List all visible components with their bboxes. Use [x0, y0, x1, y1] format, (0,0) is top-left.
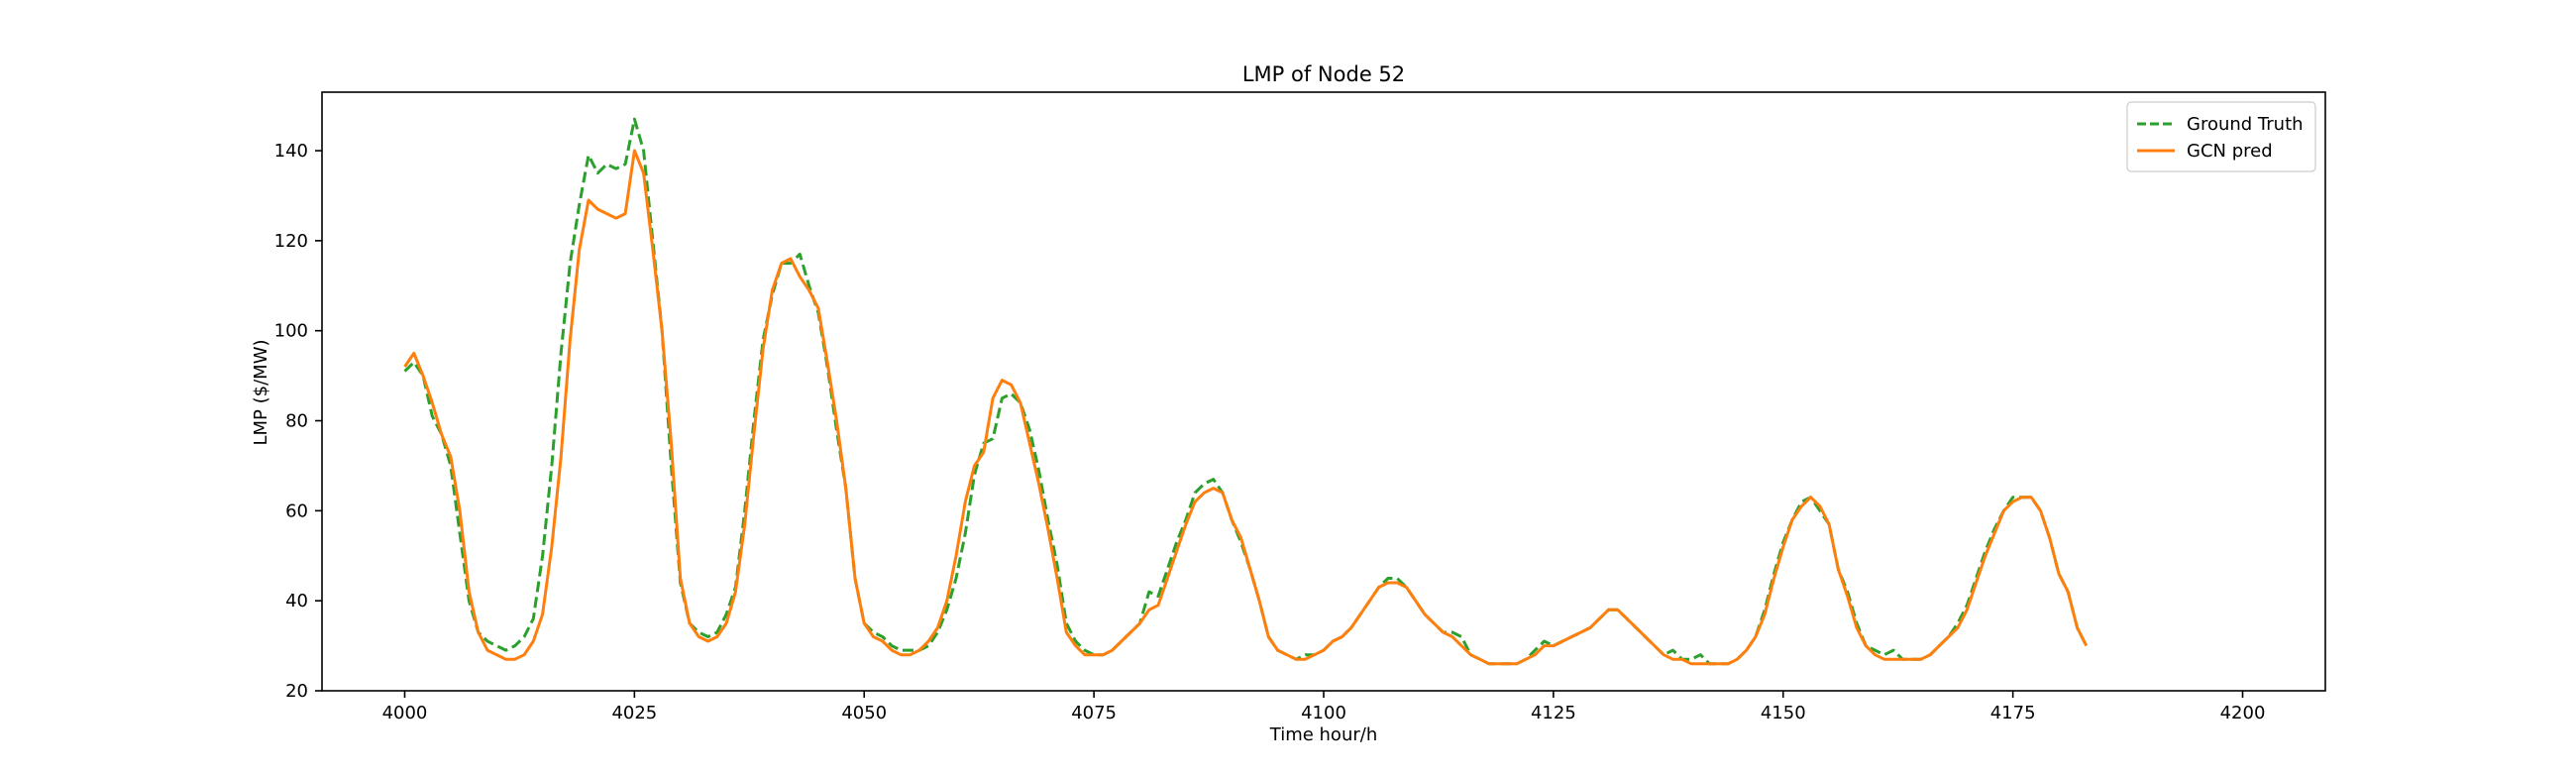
x-tick-label: 4000: [382, 703, 428, 723]
y-tick-label: 60: [285, 500, 308, 521]
y-tick-label: 20: [285, 681, 308, 702]
legend-label: GCN pred: [2187, 141, 2273, 162]
x-tick-label: 4125: [1531, 703, 1576, 723]
legend-box: [2126, 101, 2316, 172]
x-tick-label: 4100: [1301, 703, 1346, 723]
y-tick-label: 120: [274, 231, 308, 252]
legend-label: Ground Truth: [2187, 114, 2304, 135]
axes: 4000 4025 4050 4075 4100 4125 4150 4175 4200 20 40…: [274, 91, 2326, 723]
x-tick-label: 4050: [841, 703, 887, 723]
legend: Ground Truth GCN pred: [2126, 101, 2316, 172]
y-tick-label: 140: [274, 141, 308, 162]
y-tick-label: 80: [285, 411, 308, 432]
y-tick-label: 40: [285, 591, 308, 611]
x-tick-label: 4175: [1990, 703, 2036, 723]
x-tick-label: 4025: [611, 703, 657, 723]
y-tick-label: 100: [274, 321, 308, 342]
chart-title: LMP of Node 52: [1242, 62, 1405, 86]
plot-frame: [321, 91, 2326, 692]
y-axis-label: LMP ($/MW): [251, 339, 271, 445]
x-axis-label: Time hour/h: [1269, 724, 1377, 745]
x-tick-label: 4200: [2220, 703, 2266, 723]
x-tick-label: 4150: [1761, 703, 1806, 723]
x-tick-label: 4075: [1071, 703, 1117, 723]
plot-area: [403, 117, 2089, 666]
series-line-ground-truth: [403, 117, 2089, 666]
series-line-gcn-pred: [403, 149, 2089, 666]
